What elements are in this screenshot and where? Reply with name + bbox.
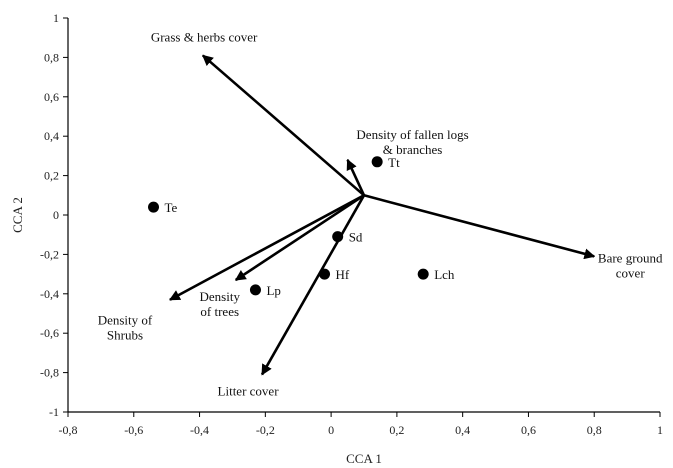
species-label: Sd [349,230,363,245]
species-label: Lp [266,283,280,298]
species-point [417,268,429,280]
x-axis-title: CCA 1 [346,451,382,466]
vector-arrow [346,158,366,196]
species-label: Tt [388,155,400,170]
species-label: Hf [336,267,350,282]
species-label: Te [165,200,178,215]
y-tick-label: -0,8 [40,366,59,380]
x-tick-label: -0,4 [190,423,209,437]
vector-label: Litter cover [218,384,280,399]
y-tick-label: 0,6 [44,90,59,104]
x-tick-label: 0 [328,423,334,437]
species-point [319,268,331,280]
x-tick-label: 0,6 [521,423,536,437]
vector-label: Density of trees [200,289,241,319]
vector-arrow [201,54,365,197]
y-tick-label: -0,2 [40,247,59,261]
y-tick-label: 0,4 [44,129,59,143]
vector-label: Density of fallen logs & branches [356,127,468,157]
species-point [371,156,383,168]
x-tick-label: 1 [657,423,663,437]
y-tick-label: 0,2 [44,169,59,183]
y-tick-label: 0 [53,208,59,222]
vector-label: Grass & herbs cover [151,29,258,44]
vector-label: Bare ground cover [598,250,663,280]
x-tick-label: 0,4 [455,423,470,437]
x-tick-label: 0,8 [587,423,602,437]
vector-arrow [234,194,365,282]
x-tick-label: -0,6 [124,423,143,437]
species-label: Lch [434,267,455,282]
axes: -0,8 -0,6 -0,4 -0,2 0 0,2 0,4 0,6 0,8 1 1 0,8 0,6 0,4… [40,11,663,437]
y-tick-label: 0,8 [44,50,59,64]
y-tick-label: -1 [49,405,59,419]
species-point [148,201,160,213]
x-tick-label: 0,2 [389,423,404,437]
x-tick-label: -0,2 [256,423,275,437]
vector-label: Density of Shrubs [98,313,153,343]
species-point [332,231,344,243]
y-tick-label: 1 [53,11,59,25]
vector-arrow [260,194,366,376]
y-axis-title: CCA 2 [10,197,25,233]
y-tick-label: -0,6 [40,326,59,340]
species-points: Te Tt Sd Hf Lch Lp [148,155,455,298]
vector-arrow [363,194,596,260]
y-tick-label: -0,4 [40,287,59,301]
species-point [249,284,261,296]
x-tick-label: -0,8 [59,423,78,437]
vector-arrow [168,194,365,301]
environmental-vectors: Grass & herbs cover Density of fallen log… [98,29,663,398]
